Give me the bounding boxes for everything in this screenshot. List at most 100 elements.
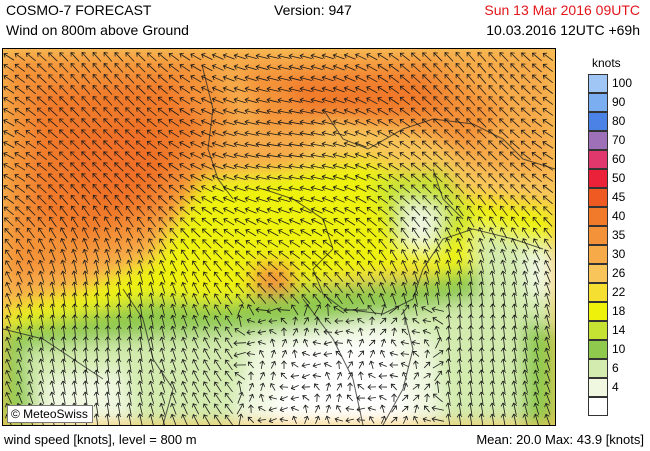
wind-arrow-icon	[292, 327, 299, 336]
wind-arrow-icon	[222, 174, 235, 181]
wind-arrow-icon	[38, 336, 45, 349]
wind-arrow-icon	[332, 97, 345, 104]
wind-arrow-icon	[332, 196, 345, 203]
wind-arrow-icon	[422, 216, 431, 228]
wind-arrow-icon	[202, 228, 212, 238]
wind-arrow-icon	[511, 336, 518, 349]
wind-arrow-icon	[266, 307, 279, 314]
wind-arrow-icon	[168, 129, 180, 138]
wind-arrow-icon	[522, 391, 528, 404]
wind-arrow-icon	[49, 238, 57, 250]
wind-arrow-icon	[179, 107, 191, 116]
legend-swatch	[588, 302, 608, 321]
wind-arrow-icon	[158, 206, 168, 216]
wind-arrow-icon	[146, 173, 157, 183]
wind-arrow-icon	[236, 380, 243, 393]
wind-arrow-icon	[299, 185, 312, 191]
wind-arrow-icon	[467, 237, 474, 250]
wind-arrow-icon	[377, 152, 389, 160]
wind-arrow-icon	[390, 339, 397, 347]
wind-arrow-icon	[37, 227, 46, 239]
wind-arrow-icon	[233, 351, 246, 358]
wind-arrow-icon	[522, 325, 529, 338]
wind-arrow-icon	[543, 206, 553, 216]
wind-arrow-icon	[410, 140, 422, 149]
wind-arrow-icon	[435, 337, 442, 349]
wind-arrow-icon	[148, 369, 154, 382]
wind-arrow-icon	[521, 74, 531, 84]
wind-arrow-icon	[421, 151, 432, 161]
wind-arrow-icon	[38, 391, 45, 404]
wind-arrow-icon	[203, 337, 211, 349]
wind-arrow-icon	[256, 239, 268, 248]
wind-arrow-icon	[401, 304, 410, 315]
wind-arrow-icon	[170, 314, 177, 327]
wind-arrow-icon	[544, 369, 551, 382]
wind-arrow-icon	[159, 249, 167, 261]
wind-arrow-icon	[322, 239, 334, 248]
wind-arrow-icon	[389, 362, 398, 368]
wind-arrow-icon	[5, 358, 12, 371]
wind-arrow-icon	[59, 151, 69, 161]
wind-arrow-icon	[466, 140, 476, 150]
wind-arrow-icon	[531, 96, 542, 106]
wind-arrow-icon	[104, 380, 111, 393]
wind-arrow-icon	[299, 97, 312, 103]
wind-arrow-icon	[200, 141, 213, 148]
wind-arrow-icon	[377, 195, 389, 204]
wind-arrow-icon	[168, 173, 180, 182]
wind-arrow-icon	[423, 281, 430, 294]
wind-arrow-icon	[36, 107, 47, 117]
wind-arrow-icon	[15, 227, 25, 238]
wind-arrow-icon	[531, 173, 542, 183]
wind-arrow-icon	[299, 64, 312, 70]
wind-arrow-icon	[310, 86, 323, 92]
wind-arrow-icon	[191, 249, 200, 261]
wind-arrow-icon	[510, 227, 519, 239]
wind-arrow-icon	[477, 173, 487, 183]
wind-arrow-icon	[137, 238, 145, 250]
wind-arrow-icon	[81, 129, 91, 139]
wind-arrow-icon	[257, 261, 267, 271]
wind-arrow-icon	[159, 358, 166, 371]
wind-arrow-icon	[345, 260, 355, 271]
wind-arrow-icon	[323, 261, 333, 271]
wind-arrow-icon	[125, 118, 135, 128]
wind-arrow-icon	[224, 326, 233, 338]
wind-arrow-icon	[321, 53, 334, 60]
wind-arrow-icon	[202, 271, 211, 283]
wind-arrow-icon	[71, 227, 79, 239]
wind-arrow-icon	[48, 184, 58, 194]
wind-arrow-icon	[434, 370, 443, 382]
title-line2: Wind on 800m above Ground	[6, 22, 189, 38]
wind-arrow-icon	[190, 206, 202, 215]
wind-arrow-icon	[299, 86, 312, 92]
wind-arrow-icon	[202, 249, 212, 260]
wind-arrow-icon	[533, 314, 540, 327]
wind-arrow-icon	[410, 107, 421, 117]
wind-arrow-icon	[379, 317, 387, 325]
wind-arrow-icon	[366, 184, 378, 193]
wind-arrow-icon	[169, 249, 178, 261]
legend-swatch	[588, 150, 608, 169]
wind-arrow-icon	[25, 74, 36, 84]
wind-arrow-icon	[202, 260, 211, 272]
wind-arrow-icon	[92, 73, 102, 84]
wind-arrow-icon	[93, 259, 99, 272]
wind-arrow-icon	[433, 118, 443, 128]
wind-arrow-icon	[126, 303, 133, 317]
wind-arrow-icon	[135, 129, 146, 139]
wind-arrow-icon	[181, 413, 188, 425]
wind-arrow-icon	[355, 86, 367, 93]
wind-arrow-icon	[378, 361, 387, 368]
wind-arrow-icon	[325, 303, 331, 317]
wind-arrow-icon	[222, 108, 235, 115]
wind-arrow-icon	[92, 96, 102, 106]
wind-arrow-icon	[388, 184, 400, 193]
wind-arrow-icon	[310, 119, 323, 126]
wind-arrow-icon	[323, 361, 332, 368]
wind-arrow-icon	[246, 272, 256, 282]
wind-arrow-icon	[27, 314, 33, 327]
wind-arrow-icon	[259, 360, 265, 370]
wind-arrow-icon	[200, 152, 213, 159]
